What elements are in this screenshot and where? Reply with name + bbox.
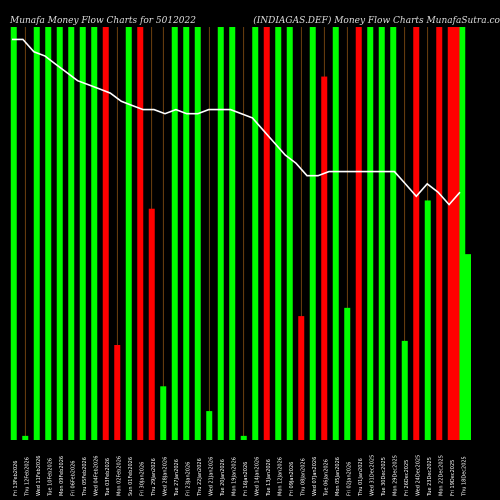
- x-tick-label: Thu 08Jan2026: [300, 458, 306, 497]
- bar: [229, 27, 236, 440]
- bar: [217, 27, 224, 440]
- x-tick-label: Sun 01Feb2026: [128, 457, 134, 496]
- x-tick-label: Mon 05Jan2026: [335, 457, 341, 496]
- x-tick-label: Thu 01Jan2026: [358, 458, 364, 497]
- x-tick-label: Wed 04Feb2026: [93, 456, 99, 496]
- x-tick-label: Tue 20Jan2026: [220, 459, 226, 497]
- x-tick-label: Tue 03Feb2026: [105, 458, 111, 497]
- bar: [459, 27, 466, 440]
- bar: [332, 27, 339, 440]
- bar: [298, 316, 305, 440]
- x-tick-label: Thu 12Feb2026: [24, 457, 30, 497]
- x-tick-label: Thu 22Jan2026: [197, 458, 203, 497]
- x-tick-label: Tue 30Dec2025: [381, 457, 387, 497]
- x-tick-label: Wed 24Dec2025: [415, 455, 421, 496]
- bar: [263, 27, 270, 440]
- bar: [367, 27, 374, 440]
- chart-title: Munafa Money Flow Charts for 5012022 (IN…: [10, 16, 500, 26]
- bar: [160, 386, 167, 440]
- bar: [465, 254, 471, 440]
- bar: [10, 27, 17, 440]
- x-tick-label: Mon 12Jan2026: [277, 457, 283, 496]
- bar: [286, 27, 293, 440]
- bar: [102, 27, 109, 440]
- bar: [171, 27, 178, 440]
- x-tick-label: Wed 31Dec2025: [369, 455, 375, 496]
- x-tick-label: Tue 23Dec2025: [427, 457, 433, 497]
- bar: [436, 27, 443, 440]
- x-tick-label: Tue 27Jan2026: [174, 459, 180, 497]
- bar: [252, 27, 259, 440]
- bar: [22, 435, 29, 440]
- x-tick-label: Fri 06Feb2026: [70, 461, 76, 497]
- bar: [240, 435, 247, 440]
- x-tick-label: Fri 09Jan2026: [289, 462, 295, 496]
- x-tick-label: Wed 14Jan2026: [254, 457, 260, 496]
- bar: [378, 27, 385, 440]
- bar: [56, 27, 63, 440]
- bar: [390, 27, 397, 440]
- x-tick-label: Thu 05Feb2026: [82, 457, 88, 497]
- bar: [137, 27, 144, 440]
- x-tick-label: Wed 21Jan2026: [208, 457, 214, 496]
- x-tick-label: Fri 13Feb2026: [13, 461, 19, 497]
- bar: [114, 345, 121, 440]
- money-flow-line: [12, 38, 461, 206]
- x-tick-label: Fri 26Dec2025: [404, 460, 410, 496]
- x-tick-label: Mon 29Dec2025: [392, 455, 398, 496]
- bar: [91, 27, 98, 440]
- bar: [447, 27, 454, 440]
- bar: [275, 27, 282, 440]
- bar: [344, 307, 351, 440]
- x-tick-label: Thu 29Jan2026: [151, 458, 157, 497]
- x-tick-label: Fri 02Jan2026: [346, 462, 352, 496]
- x-tick-label: Fri 30Jan2026: [139, 462, 145, 496]
- x-tick-label: Mon 19Jan2026: [231, 457, 237, 496]
- bar: [206, 411, 213, 440]
- x-tick-label: Fri 16Jan2026: [243, 462, 249, 496]
- x-tick-label: Fri 23Jan2026: [185, 462, 191, 496]
- bar: [401, 340, 408, 440]
- x-tick-label: Mon 22Dec2025: [438, 455, 444, 496]
- x-tick-label: Wed 28Jan2026: [162, 457, 168, 496]
- bar: [125, 27, 132, 440]
- x-tick-label: Wed 07Jan2026: [312, 457, 318, 496]
- bar: [309, 27, 316, 440]
- bar: [183, 27, 190, 440]
- bar: [321, 76, 328, 440]
- bar: [45, 27, 52, 440]
- bar: [148, 208, 155, 440]
- bar: [413, 27, 420, 440]
- x-tick-label: Tue 06Jan2026: [323, 459, 329, 497]
- bar: [79, 27, 86, 440]
- x-tick-label: Mon 09Feb2026: [59, 456, 65, 496]
- bar: [355, 27, 362, 440]
- x-tick-label: Mon 02Feb2026: [116, 456, 122, 496]
- x-tick-label: Wed 11Feb2026: [36, 456, 42, 496]
- bar: [68, 27, 75, 440]
- x-tick-label: Tue 13Jan2026: [266, 459, 272, 497]
- bar: [33, 27, 40, 440]
- x-tick-label: Fri 19Dec2025: [450, 460, 456, 496]
- bar: [194, 27, 201, 440]
- bar: [453, 27, 460, 440]
- x-tick-label: Thu 18Dec2025: [461, 456, 467, 497]
- bar: [424, 200, 431, 440]
- x-tick-label: Tue 10Feb2026: [47, 458, 53, 497]
